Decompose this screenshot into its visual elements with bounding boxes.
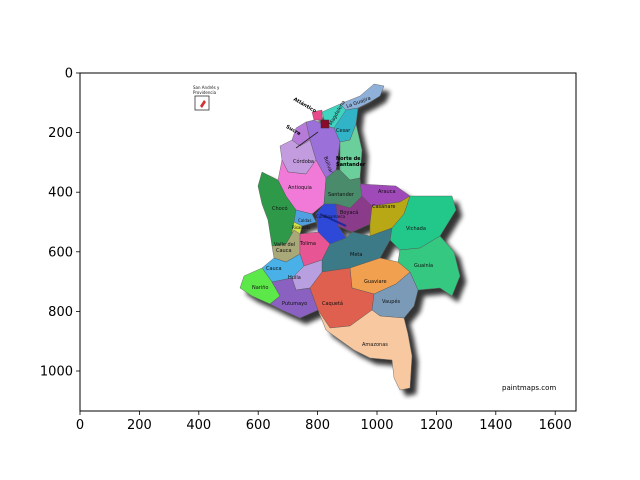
label-cundinamarca: Cundinamarca	[316, 214, 346, 219]
x-tick-label: 0	[76, 418, 84, 433]
x-tick-label: 1600	[539, 418, 572, 433]
x-tick-label: 800	[305, 418, 330, 433]
label-guainia: Guainía	[414, 262, 433, 269]
department-labels: La Guajira Atlántico Magdalena Cesar Suc…	[252, 95, 433, 348]
label-vaupes: Vaupés	[382, 298, 401, 305]
label-nds-2: Santander	[336, 162, 366, 168]
label-choco: Chocó	[272, 205, 288, 212]
label-caldas: Caldas	[298, 218, 311, 223]
colombia-map	[239, 83, 461, 391]
y-tick-label: 0	[65, 67, 73, 82]
meta-leader-line	[319, 213, 347, 227]
label-huila: Huila	[288, 275, 301, 281]
label-cesar: Cesar	[336, 128, 351, 134]
label-valle-1: Valle del	[274, 242, 295, 248]
x-tick-label: 1400	[479, 418, 512, 433]
label-cordoba: Córdoba	[293, 158, 314, 165]
x-tick-label: 600	[246, 418, 271, 433]
y-tick-label: 1000	[40, 365, 73, 380]
inset-label-2: Providencia	[193, 90, 217, 95]
region-amazonas	[317, 309, 413, 391]
label-amazonas: Amazonas	[362, 342, 388, 348]
label-santander: Santander	[328, 192, 355, 198]
x-tick-label: 1000	[360, 418, 393, 433]
label-putumayo: Putumayo	[282, 301, 307, 307]
label-guaviare: Guaviare	[364, 279, 387, 285]
label-casanare: Casanare	[372, 204, 395, 210]
label-caqueta: Caquetá	[322, 300, 343, 307]
region-vichada	[389, 195, 457, 251]
x-axis: 0 200 400 600 800 1000 1200 1400 1600	[76, 411, 572, 433]
label-tolima: Tolima	[299, 241, 316, 247]
label-arauca: Arauca	[378, 189, 396, 195]
y-axis: 0 200 400 600 800 1000	[40, 67, 80, 380]
capital-marker	[320, 119, 330, 129]
label-valle-2: Cauca	[276, 248, 292, 254]
label-risaralda: Risaralda	[292, 225, 311, 230]
label-vichada: Vichada	[406, 226, 426, 232]
region-caldas	[293, 209, 317, 227]
x-tick-label: 400	[186, 418, 211, 433]
sucre-leader-line	[295, 131, 319, 149]
y-tick-label: 400	[48, 186, 73, 201]
san-andres-inset: San Andrés y Providencia	[193, 85, 220, 111]
label-narino: Nariño	[252, 285, 268, 291]
label-meta: Meta	[350, 252, 362, 258]
label-cauca: Cauca	[266, 266, 282, 272]
inset-label-1: San Andrés y	[193, 85, 220, 90]
y-tick-label: 600	[48, 245, 73, 260]
y-tick-label: 800	[48, 305, 73, 320]
label-nds-1: Norte de	[336, 156, 361, 162]
x-tick-label: 200	[127, 418, 152, 433]
y-tick-label: 200	[48, 126, 73, 141]
map-credit: paintmaps.com	[502, 384, 556, 392]
label-boyaca: Boyacá	[340, 209, 358, 216]
x-tick-label: 1200	[420, 418, 453, 433]
label-antioquia: Antioquia	[288, 185, 312, 191]
region-putumayo	[269, 277, 319, 319]
